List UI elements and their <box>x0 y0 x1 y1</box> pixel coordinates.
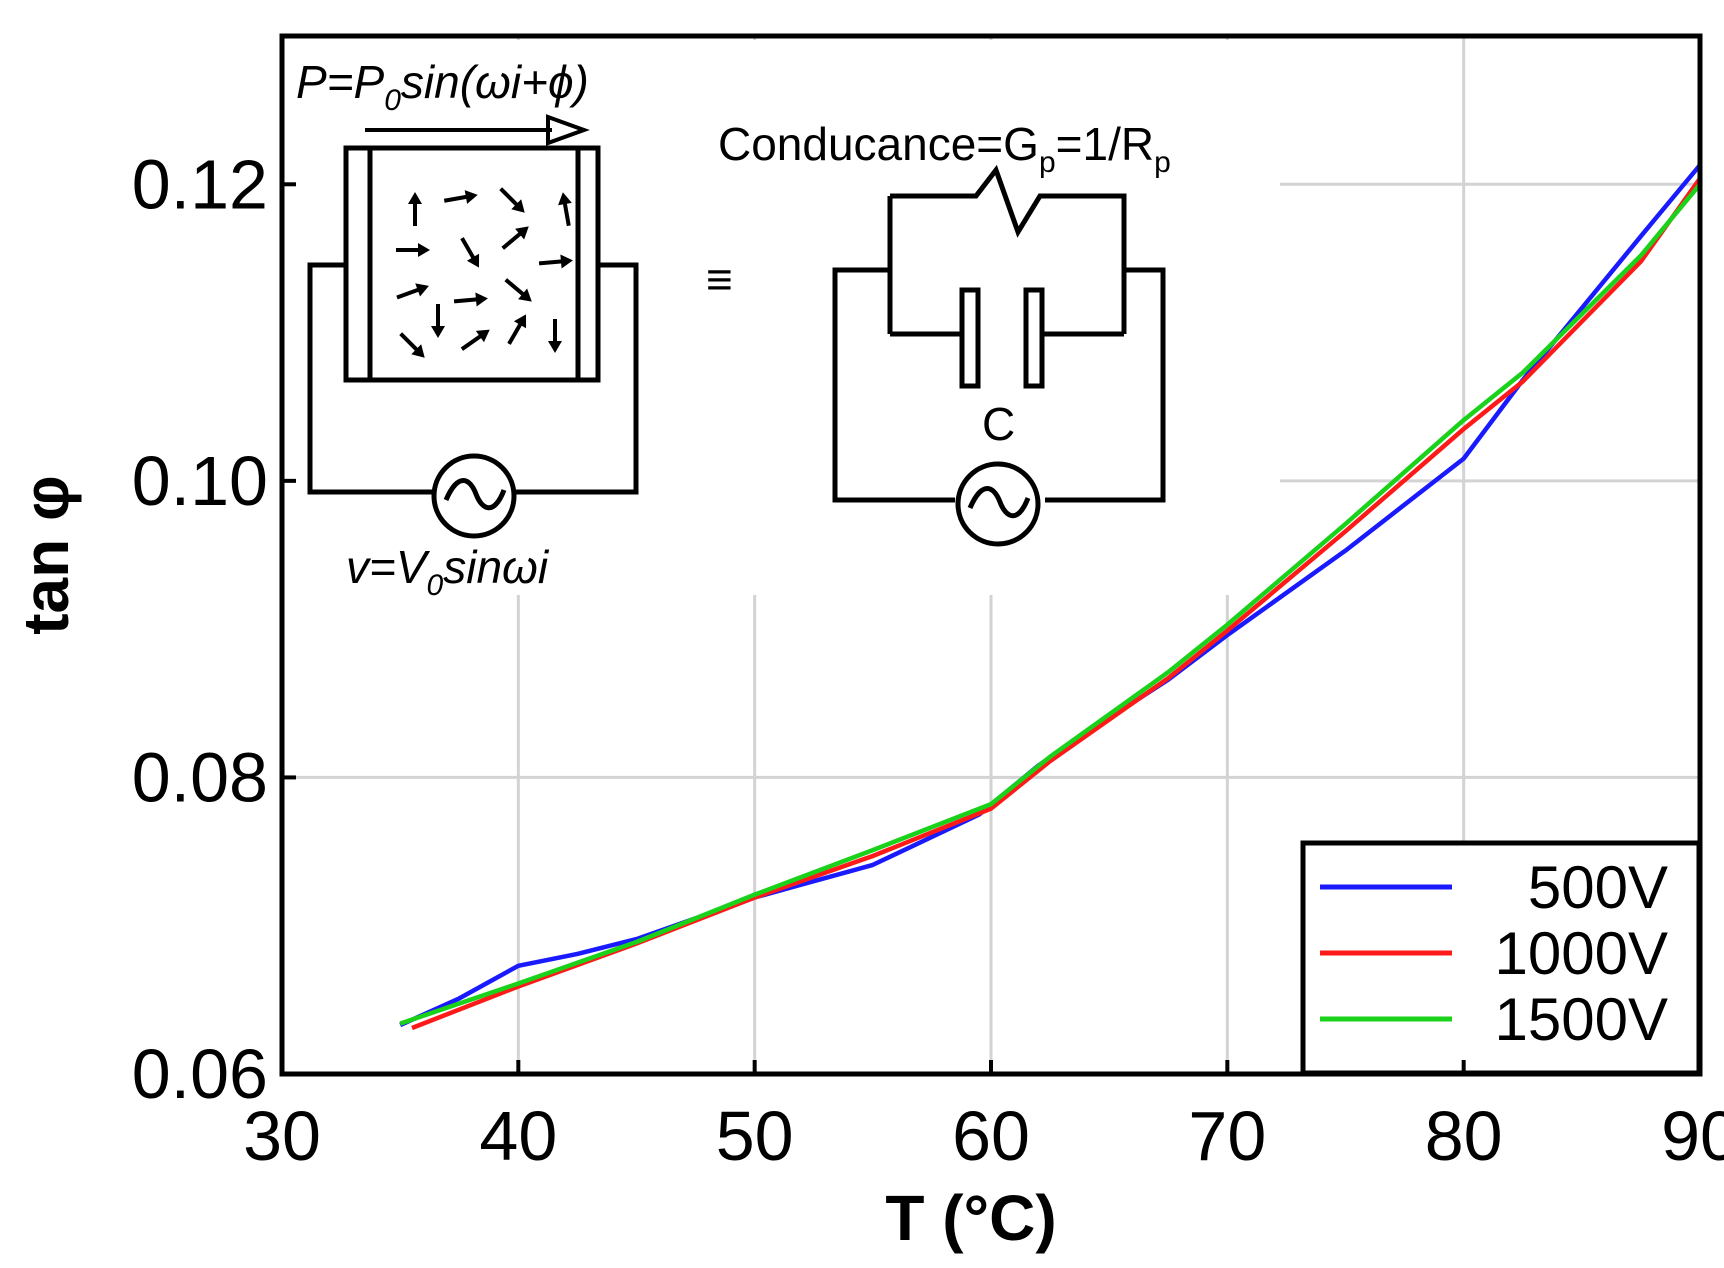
capacitor-icon <box>959 287 1045 389</box>
y-tick-label: 0.08 <box>132 738 268 816</box>
dipole-arrow <box>538 254 573 269</box>
legend-label-1000v: 1000V <box>1495 920 1669 987</box>
y-tick-labels: 0.06 0.08 0.10 0.12 <box>132 145 296 1113</box>
inset-diagram: P=P0sin(ωi+ϕ) v=V0sinωi ≡ Conducance=Gp=… <box>280 40 1280 602</box>
dipole-arrow <box>399 332 425 358</box>
x-tick-label: 50 <box>716 1097 794 1175</box>
dipole-arrows <box>396 187 573 358</box>
legend-label-1500v: 1500V <box>1495 986 1669 1053</box>
dipole-arrow <box>499 187 525 213</box>
capacitor-circuit-wires <box>307 262 639 495</box>
x-axis-title: T (°C) <box>885 1182 1056 1254</box>
dipole-arrow <box>396 283 429 300</box>
x-tick-label: 80 <box>1425 1097 1503 1175</box>
dipole-arrow <box>431 304 445 338</box>
series-lines <box>399 163 1702 1031</box>
series-line-1500v <box>399 182 1702 1026</box>
y-tick-label: 0.12 <box>132 145 268 223</box>
y-tick-label: 0.06 <box>132 1035 268 1113</box>
dipole-arrow <box>408 192 422 226</box>
ac-source-icon <box>431 453 517 539</box>
dipole-arrow <box>558 192 572 227</box>
dipole-arrow <box>460 329 490 351</box>
dipole-arrow <box>501 226 529 250</box>
polarization-arrow <box>365 114 590 146</box>
equivalent-circuit-wires <box>832 164 1166 503</box>
dipole-arrow <box>507 314 527 345</box>
dipole-arrow <box>460 237 480 268</box>
dipole-arrow <box>396 243 430 257</box>
polarization-formula: P=P0sin(ωi+ϕ) <box>296 56 589 117</box>
dipole-arrow <box>504 278 532 302</box>
dipole-arrow <box>453 292 488 307</box>
equivalence-symbol: ≡ <box>706 253 733 305</box>
y-tick-label: 0.10 <box>132 442 268 520</box>
conductance-label: Conducance=Gp=1/Rp <box>718 118 1171 179</box>
equivalent-ac-source-icon <box>955 461 1041 547</box>
x-tick-label: 60 <box>952 1097 1030 1175</box>
capacitor-label: C <box>982 398 1015 450</box>
y-axis-title: tan φ <box>10 475 82 635</box>
x-tick-label: 90 <box>1661 1097 1724 1175</box>
x-tick-label: 40 <box>479 1097 557 1175</box>
voltage-formula: v=V0sinωi <box>346 541 550 602</box>
x-tick-labels: 30 40 50 60 70 80 90 <box>243 1060 1724 1175</box>
x-tick-label: 30 <box>243 1097 321 1175</box>
dipole-arrow <box>443 190 478 204</box>
dipole-arrow <box>548 319 562 353</box>
x-tick-label: 70 <box>1188 1097 1266 1175</box>
legend-label-500v: 500V <box>1528 854 1668 921</box>
